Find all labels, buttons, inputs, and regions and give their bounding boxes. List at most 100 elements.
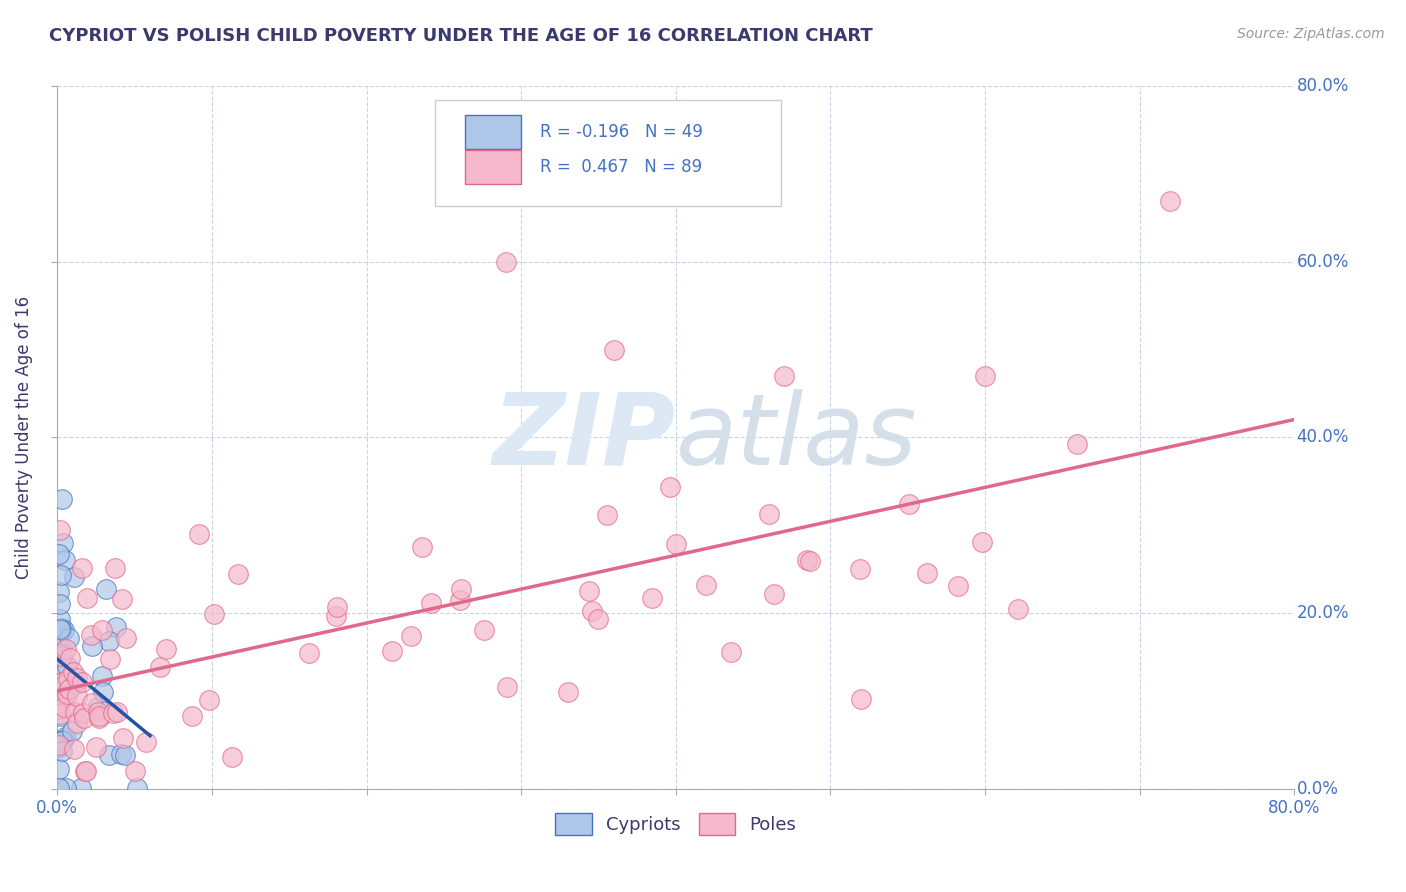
Point — [66, 715, 89, 730]
Text: 20.0%: 20.0% — [1296, 604, 1350, 622]
Point — [63, 705, 86, 719]
Point — [221, 749, 243, 764]
Point — [226, 567, 249, 582]
Point — [51, 624, 73, 638]
Point — [111, 591, 134, 606]
Point — [51, 647, 73, 661]
Point — [51, 657, 73, 672]
Point — [56, 658, 79, 673]
Point — [474, 623, 496, 637]
Point — [1007, 602, 1029, 616]
Point — [72, 706, 94, 720]
Point — [86, 700, 108, 714]
Point — [59, 651, 82, 665]
Point — [557, 685, 579, 699]
Point — [1159, 194, 1181, 208]
Point — [578, 583, 600, 598]
Point — [84, 740, 107, 755]
Point — [596, 508, 619, 522]
Point — [49, 706, 72, 721]
Point — [70, 561, 93, 575]
Point — [970, 534, 993, 549]
Point — [849, 692, 872, 706]
Point — [181, 708, 204, 723]
Point — [51, 649, 73, 664]
Point — [97, 634, 120, 648]
Point — [49, 597, 72, 611]
Point — [799, 553, 821, 567]
Point — [93, 685, 115, 699]
Point — [87, 705, 110, 719]
Point — [76, 591, 98, 606]
Point — [495, 255, 517, 269]
Point — [298, 646, 321, 660]
Point — [665, 537, 688, 551]
Point — [58, 631, 80, 645]
Point — [114, 747, 136, 762]
Point — [695, 578, 717, 592]
Point — [105, 706, 128, 720]
Point — [87, 711, 110, 725]
Point — [48, 684, 70, 698]
Point — [49, 640, 72, 654]
Point — [758, 507, 780, 521]
Point — [55, 690, 77, 704]
Point — [66, 671, 89, 685]
Point — [581, 604, 603, 618]
Point — [49, 696, 72, 710]
Point — [849, 562, 872, 576]
Legend: Cypriots, Poles: Cypriots, Poles — [548, 806, 803, 843]
Point — [58, 682, 80, 697]
Point — [52, 536, 75, 550]
Point — [70, 675, 93, 690]
Point — [62, 665, 84, 680]
Point — [56, 672, 79, 686]
Point — [325, 608, 347, 623]
Point — [48, 691, 70, 706]
Text: R =  0.467   N = 89: R = 0.467 N = 89 — [540, 158, 702, 177]
Text: Source: ZipAtlas.com: Source: ZipAtlas.com — [1237, 27, 1385, 41]
Point — [773, 369, 796, 384]
Point — [125, 780, 148, 795]
Point — [65, 677, 87, 691]
Bar — [465, 115, 522, 149]
Point — [98, 652, 121, 666]
Point — [73, 710, 96, 724]
FancyBboxPatch shape — [434, 101, 780, 206]
Point — [94, 582, 117, 597]
Point — [496, 680, 519, 694]
Point — [48, 547, 70, 561]
Point — [51, 491, 73, 506]
Point — [148, 660, 170, 674]
Point — [48, 702, 70, 716]
Point — [52, 678, 75, 692]
Point — [52, 700, 75, 714]
Point — [75, 764, 97, 778]
Point — [411, 540, 433, 554]
Point — [641, 591, 664, 605]
Point — [51, 734, 73, 748]
Point — [51, 621, 73, 635]
Point — [48, 622, 70, 636]
Point — [763, 586, 786, 600]
Point — [948, 579, 970, 593]
Point — [90, 623, 112, 637]
Point — [48, 738, 70, 752]
Point — [56, 687, 79, 701]
Point — [796, 553, 818, 567]
Text: ZIP: ZIP — [492, 389, 676, 486]
Text: 60.0%: 60.0% — [1296, 253, 1348, 271]
Point — [48, 585, 70, 599]
Point — [419, 596, 441, 610]
Point — [586, 612, 609, 626]
Point — [52, 732, 75, 747]
Point — [110, 747, 132, 761]
Point — [101, 706, 124, 721]
Text: R = -0.196   N = 49: R = -0.196 N = 49 — [540, 123, 703, 141]
Point — [49, 524, 72, 538]
Point — [187, 527, 209, 541]
Point — [1066, 437, 1088, 451]
Point — [51, 675, 73, 690]
Point — [381, 644, 404, 658]
Point — [51, 649, 73, 664]
